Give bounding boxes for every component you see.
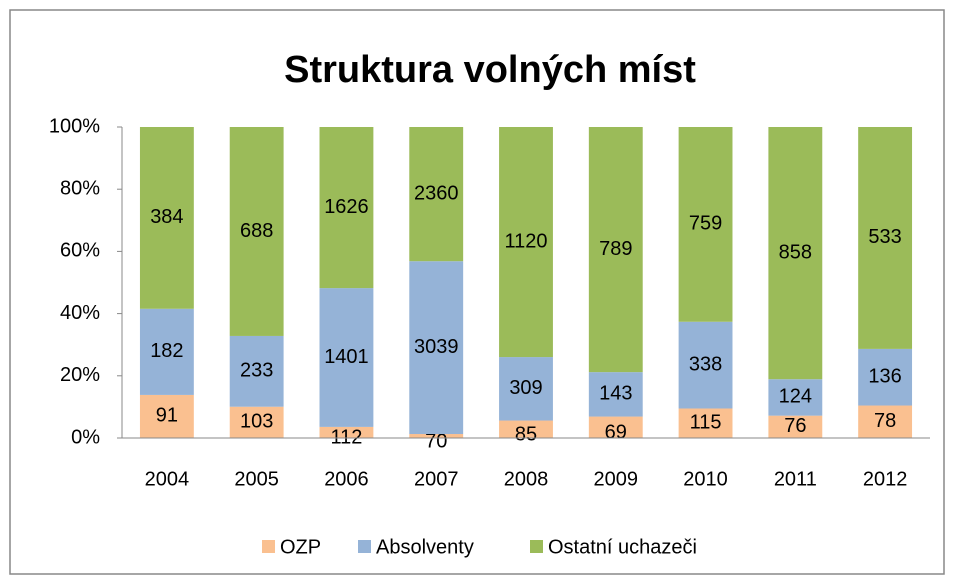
data-label: 1401 bbox=[324, 346, 369, 368]
bar-segment bbox=[858, 405, 913, 438]
bar-segment bbox=[678, 408, 733, 438]
bar-segment bbox=[858, 348, 913, 406]
bar-segment bbox=[319, 127, 374, 289]
data-label: 136 bbox=[868, 365, 901, 387]
data-label: 143 bbox=[599, 383, 632, 405]
y-tick-label: 100% bbox=[49, 115, 100, 137]
x-tick-label: 2007 bbox=[414, 468, 459, 490]
data-label: 789 bbox=[599, 238, 632, 260]
y-tick-label: 20% bbox=[60, 364, 100, 386]
x-tick-label: 2005 bbox=[234, 468, 279, 490]
data-label: 182 bbox=[150, 340, 183, 362]
data-label: 1626 bbox=[324, 196, 369, 218]
data-label: 76 bbox=[784, 415, 806, 437]
data-label: 3039 bbox=[414, 336, 459, 358]
data-label: 384 bbox=[150, 206, 183, 228]
x-tick-label: 2006 bbox=[324, 468, 369, 490]
bar-segment bbox=[139, 127, 194, 309]
bar-segment bbox=[319, 288, 374, 427]
bar-segment bbox=[409, 261, 464, 435]
bar-segment bbox=[139, 394, 194, 438]
x-tick-label: 2011 bbox=[774, 468, 817, 490]
bar-segment bbox=[768, 379, 823, 416]
bar-segment bbox=[229, 127, 284, 336]
data-label: 115 bbox=[690, 412, 722, 434]
bar-segment bbox=[768, 415, 823, 438]
data-label: 69 bbox=[605, 422, 627, 444]
bar-segment bbox=[588, 416, 643, 438]
bar-segment bbox=[499, 420, 553, 438]
data-label: 103 bbox=[240, 411, 273, 433]
bar-segment bbox=[588, 372, 643, 417]
data-label: 688 bbox=[240, 220, 273, 242]
y-tick-label: 80% bbox=[60, 177, 100, 199]
x-tick-label: 2009 bbox=[594, 468, 639, 490]
data-label: 233 bbox=[240, 360, 273, 382]
data-label: 1120 bbox=[504, 230, 547, 252]
legend-swatch bbox=[530, 540, 543, 553]
bar-segment bbox=[409, 127, 464, 262]
y-tick-label: 0% bbox=[71, 426, 100, 448]
data-label: 309 bbox=[509, 377, 542, 399]
legend-label: Ostatní uchazeči bbox=[548, 536, 697, 558]
bar-segment bbox=[678, 127, 733, 322]
bar-segment bbox=[139, 308, 194, 395]
data-label: 759 bbox=[689, 213, 722, 235]
chart-title: Struktura volných míst bbox=[284, 49, 696, 91]
bar-segment bbox=[229, 335, 284, 407]
bar-segment bbox=[319, 426, 374, 438]
data-label: 70 bbox=[425, 430, 447, 452]
x-tick-label: 2008 bbox=[504, 468, 549, 490]
legend-swatch bbox=[358, 540, 371, 553]
x-tick-label: 2010 bbox=[683, 468, 728, 490]
bar-segment bbox=[499, 357, 553, 421]
x-tick-label: 2012 bbox=[863, 468, 908, 490]
data-label: 858 bbox=[779, 241, 812, 263]
legend-label: OZP bbox=[280, 536, 321, 558]
data-label: 533 bbox=[868, 226, 901, 248]
data-label: 78 bbox=[874, 410, 896, 432]
data-label: 338 bbox=[689, 353, 722, 375]
bar-segment bbox=[768, 127, 823, 380]
bar-segment bbox=[678, 321, 733, 409]
data-label: 2360 bbox=[414, 182, 459, 204]
bar-segment bbox=[858, 127, 913, 349]
y-tick-label: 60% bbox=[60, 240, 100, 262]
data-label: 124 bbox=[779, 386, 812, 408]
legend-swatch bbox=[262, 540, 275, 553]
bar-segment bbox=[229, 406, 284, 438]
x-tick-label: 2004 bbox=[145, 468, 190, 490]
data-label: 85 bbox=[515, 424, 537, 446]
bar-segment bbox=[499, 127, 553, 358]
bar-segment bbox=[588, 127, 643, 373]
bar-segment bbox=[409, 434, 464, 438]
y-tick-label: 40% bbox=[60, 302, 100, 324]
data-label: 91 bbox=[156, 405, 178, 427]
legend-label: Absolventy bbox=[376, 536, 474, 558]
